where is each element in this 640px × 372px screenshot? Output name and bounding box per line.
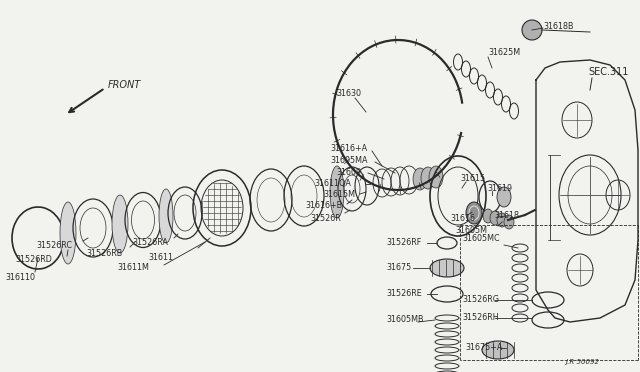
Ellipse shape [112, 195, 128, 253]
Text: 31526R: 31526R [310, 214, 340, 222]
Ellipse shape [490, 211, 500, 225]
Text: 31526RB: 31526RB [86, 248, 122, 257]
Text: 31611M: 31611M [117, 263, 149, 273]
Ellipse shape [497, 213, 507, 227]
Text: 316110: 316110 [5, 273, 35, 282]
Ellipse shape [430, 259, 464, 277]
Text: 31630: 31630 [336, 89, 361, 97]
Text: FRONT: FRONT [108, 80, 141, 90]
Text: 31616+A: 31616+A [330, 144, 367, 153]
Text: 31605M: 31605M [455, 225, 487, 234]
Text: 31526RC: 31526RC [36, 241, 72, 250]
Text: 31526RA: 31526RA [132, 237, 168, 247]
Ellipse shape [497, 187, 511, 207]
Text: 31615: 31615 [460, 173, 485, 183]
Text: 31616+B: 31616+B [305, 201, 342, 209]
Ellipse shape [482, 341, 514, 359]
Text: 31618B: 31618B [543, 22, 573, 31]
Ellipse shape [413, 168, 427, 190]
Text: 31675+A: 31675+A [465, 343, 502, 353]
Ellipse shape [330, 166, 344, 218]
Text: 31605MC: 31605MC [462, 234, 500, 243]
Ellipse shape [60, 202, 76, 264]
Text: 31526RG: 31526RG [462, 295, 499, 305]
Text: 31605MB: 31605MB [386, 315, 424, 324]
Text: 31605MA: 31605MA [330, 155, 367, 164]
Ellipse shape [159, 189, 173, 243]
Text: 31675: 31675 [386, 263, 412, 273]
Text: 31611: 31611 [148, 253, 173, 263]
Text: 31615M: 31615M [323, 189, 355, 199]
Ellipse shape [483, 209, 493, 223]
Text: 31616: 31616 [450, 214, 475, 222]
Ellipse shape [504, 215, 514, 229]
Text: 31526RF: 31526RF [386, 237, 421, 247]
Text: 31526RH: 31526RH [462, 314, 499, 323]
Text: 31526RE: 31526RE [386, 289, 422, 298]
Text: 31618: 31618 [494, 211, 519, 219]
Text: SEC.311: SEC.311 [588, 67, 628, 77]
Text: 31526RD: 31526RD [15, 256, 52, 264]
Text: 31611QA: 31611QA [314, 179, 351, 187]
Text: J.R 50092: J.R 50092 [565, 359, 599, 365]
Ellipse shape [421, 167, 435, 189]
Text: 31609: 31609 [336, 167, 361, 176]
Ellipse shape [429, 166, 443, 188]
Text: 31619: 31619 [487, 183, 512, 192]
Text: 31625M: 31625M [488, 48, 520, 57]
Ellipse shape [466, 202, 482, 224]
Circle shape [522, 20, 542, 40]
